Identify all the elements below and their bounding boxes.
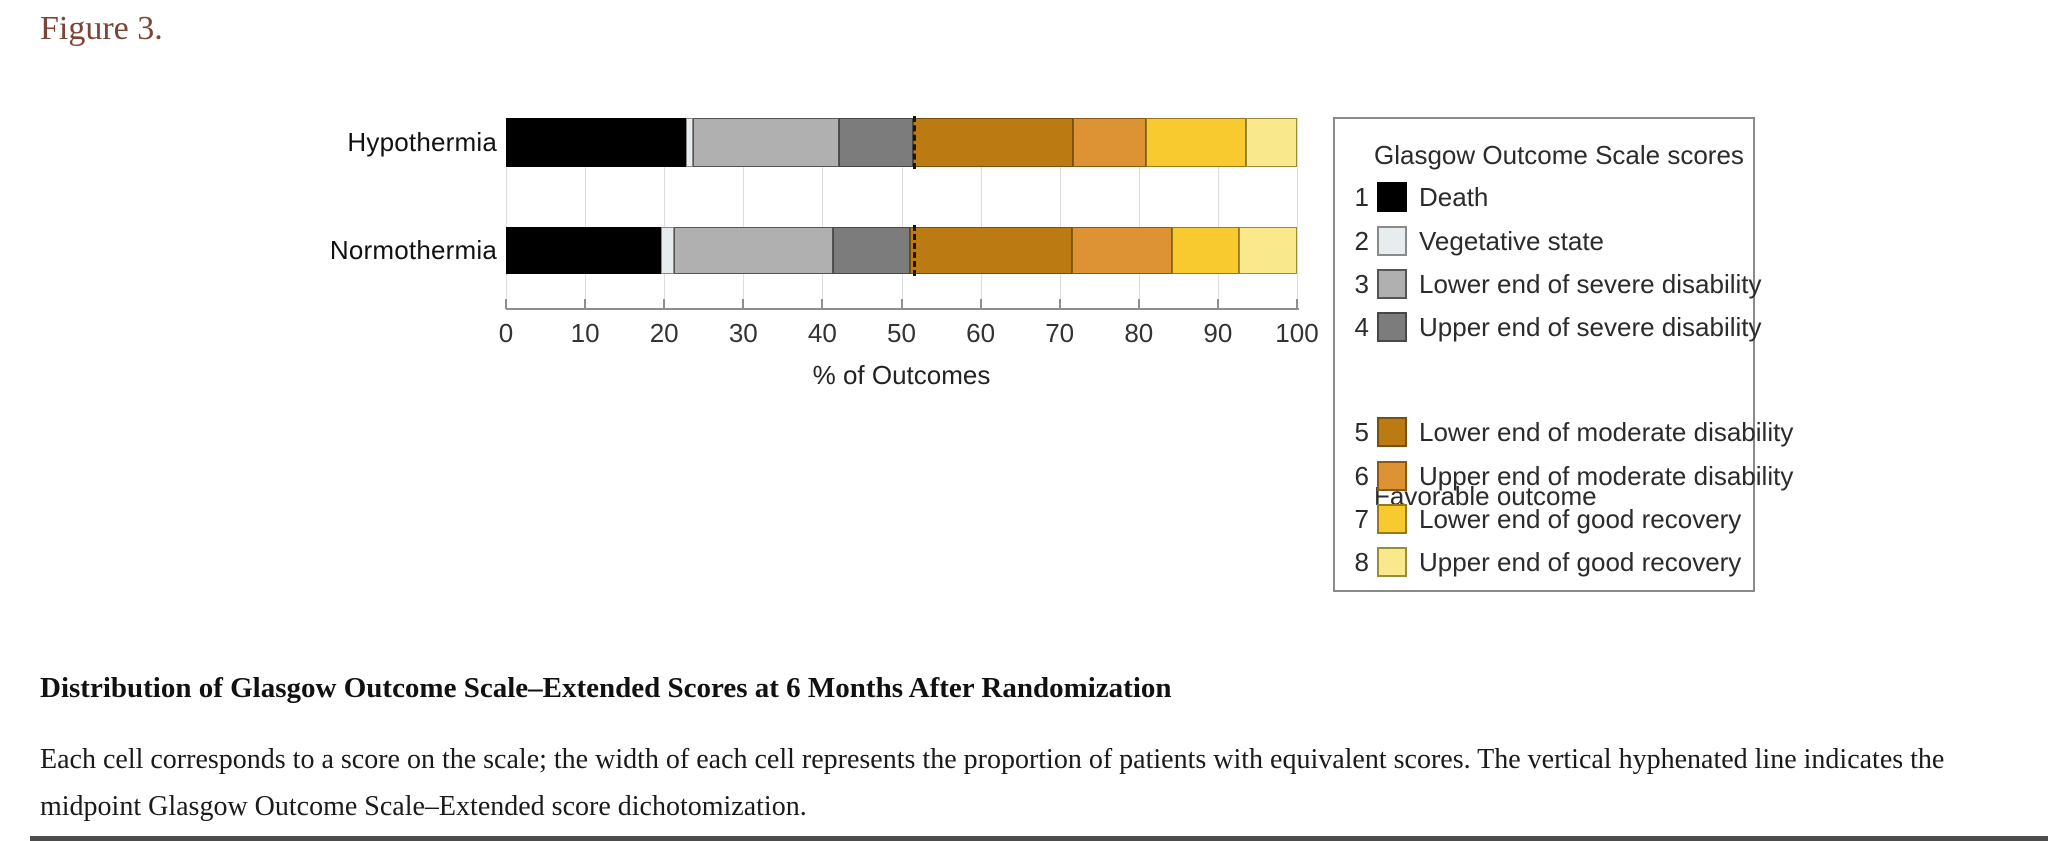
- figure-caption-text: Each cell corresponds to a score on the …: [40, 744, 1945, 822]
- figure-caption-heading: Distribution of Glasgow Outcome Scale–Ex…: [40, 672, 1172, 704]
- legend-header-favorable-outcome: Favorable outcome: [1374, 481, 1597, 511]
- bar-normothermia: [506, 225, 1297, 276]
- gridline-80: [1138, 118, 1140, 309]
- legend-swatch-score-5: [1377, 417, 1407, 447]
- midpoint-dichotomization-line: [913, 225, 917, 276]
- legend-score-number: 2: [1354, 225, 1369, 256]
- axis-tick-70: [1058, 299, 1061, 309]
- bar-segment-score-4: [839, 118, 913, 167]
- axis-tick-20: [663, 299, 666, 309]
- legend-label-score-2: Vegetative state: [1419, 225, 1605, 256]
- legend-swatch-score-2: [1377, 226, 1407, 256]
- bar-hypothermia: [506, 116, 1297, 169]
- x-tick-label-100: 100: [1275, 318, 1319, 348]
- legend-label-score-5: Lower end of moderate disability: [1419, 416, 1794, 447]
- legend-item-score-1: 1 Death: [1347, 180, 1488, 214]
- gridline-40: [822, 118, 824, 309]
- x-tick-label-50: 50: [887, 318, 916, 348]
- legend-swatch-score-8: [1377, 547, 1407, 577]
- gridline-30: [743, 118, 745, 309]
- midpoint-dichotomization-line: [912, 116, 916, 169]
- axis-tick-50: [900, 299, 903, 309]
- plot-area: [505, 118, 1298, 309]
- x-tick-label-90: 90: [1203, 318, 1233, 348]
- legend-item-score-4: 4 Upper end of severe disability: [1347, 310, 1762, 344]
- x-axis-line: [506, 308, 1299, 310]
- legend-score-number: 7: [1354, 503, 1369, 534]
- legend-score-number: 4: [1354, 311, 1369, 342]
- x-tick-label-80: 80: [1124, 318, 1154, 348]
- legend-label-score-7: Lower end of good recovery: [1419, 503, 1742, 534]
- bar-segment-score-5: [910, 227, 1072, 274]
- x-tick-label-30: 30: [728, 318, 758, 348]
- category-label-hypothermia: Hypothermia: [347, 126, 497, 157]
- x-tick-label-20: 20: [649, 318, 679, 348]
- bar-segment-score-4: [833, 227, 911, 274]
- axis-tick-80: [1137, 299, 1140, 309]
- x-tick-label-60: 60: [966, 318, 996, 348]
- legend-swatch-score-4: [1377, 312, 1407, 342]
- legend-swatch-score-3: [1377, 269, 1407, 299]
- legend-score-number: 6: [1354, 460, 1369, 491]
- bar-segment-score-7: [1145, 118, 1247, 167]
- gridline-50: [901, 118, 903, 309]
- legend-score-number: 8: [1354, 546, 1369, 577]
- legend-swatch-score-6: [1377, 461, 1407, 491]
- axis-tick-10: [584, 299, 587, 309]
- bar-segment-score-6: [1071, 227, 1173, 274]
- gridline-10: [585, 118, 587, 309]
- bar-segment-score-7: [1172, 227, 1240, 274]
- legend-label-score-3: Lower end of severe disability: [1419, 268, 1762, 299]
- category-label-normothermia: Normothermia: [329, 234, 497, 265]
- bar-segment-score-8: [1246, 118, 1297, 167]
- bar-segment-score-1: [506, 118, 686, 167]
- legend-label-score-6: Upper end of moderate disability: [1419, 460, 1794, 491]
- x-tick-label-40: 40: [807, 318, 837, 348]
- bar-segment-score-8: [1239, 227, 1297, 274]
- cut-off-element-bottom-edge: [30, 836, 2048, 841]
- axis-tick-40: [821, 299, 824, 309]
- axis-tick-100: [1296, 299, 1298, 309]
- legend-swatch-score-7: [1377, 504, 1407, 534]
- legend-item-score-3: 3 Lower end of severe disability: [1347, 267, 1762, 301]
- legend-score-number: 1: [1354, 181, 1369, 212]
- legend-item-score-6: 6 Upper end of moderate disability: [1347, 459, 1793, 493]
- gridline-20: [664, 118, 666, 309]
- gridline-90: [1217, 118, 1219, 309]
- axis-tick-90: [1216, 299, 1219, 309]
- legend-item-score-8: 8 Upper end of good recovery: [1347, 545, 1741, 579]
- bar-segment-score-2: [661, 227, 675, 274]
- legend-score-number: 3: [1354, 268, 1369, 299]
- bar-segment-score-2: [685, 118, 693, 167]
- bar-segment-score-3: [692, 118, 839, 167]
- axis-tick-30: [742, 299, 745, 309]
- x-tick-label-10: 10: [570, 318, 600, 348]
- gridline-0: [506, 118, 507, 309]
- bar-segment-score-3: [674, 227, 834, 274]
- x-tick-label-70: 70: [1045, 318, 1075, 348]
- legend-item-score-5: 5 Lower end of moderate disability: [1347, 415, 1793, 449]
- legend-item-score-7: 7 Lower end of good recovery: [1347, 502, 1741, 536]
- legend-swatch-score-1: [1377, 182, 1407, 212]
- x-tick-label-0: 0: [498, 318, 514, 348]
- axis-tick-0: [505, 299, 507, 309]
- legend-item-score-2: 2 Vegetative state: [1347, 224, 1604, 258]
- x-axis-title: % of Outcomes: [812, 360, 991, 390]
- legend-label-score-4: Upper end of severe disability: [1419, 311, 1762, 342]
- gridline-70: [1059, 118, 1061, 309]
- legend-label-score-8: Upper end of good recovery: [1419, 546, 1742, 577]
- bar-segment-score-5: [912, 118, 1074, 167]
- legend: Glasgow Outcome Scale scores Favorable o…: [1333, 117, 1793, 592]
- legend-header-gos-scores: Glasgow Outcome Scale scores: [1374, 140, 1744, 170]
- figure-number-label: Figure 3.: [40, 10, 163, 47]
- bar-segment-score-1: [506, 227, 662, 274]
- legend-score-number: 5: [1354, 416, 1369, 447]
- axis-tick-60: [979, 299, 982, 309]
- legend-label-score-1: Death: [1419, 181, 1489, 212]
- gridline-100: [1297, 118, 1298, 309]
- gridline-60: [980, 118, 982, 309]
- bar-segment-score-6: [1073, 118, 1146, 167]
